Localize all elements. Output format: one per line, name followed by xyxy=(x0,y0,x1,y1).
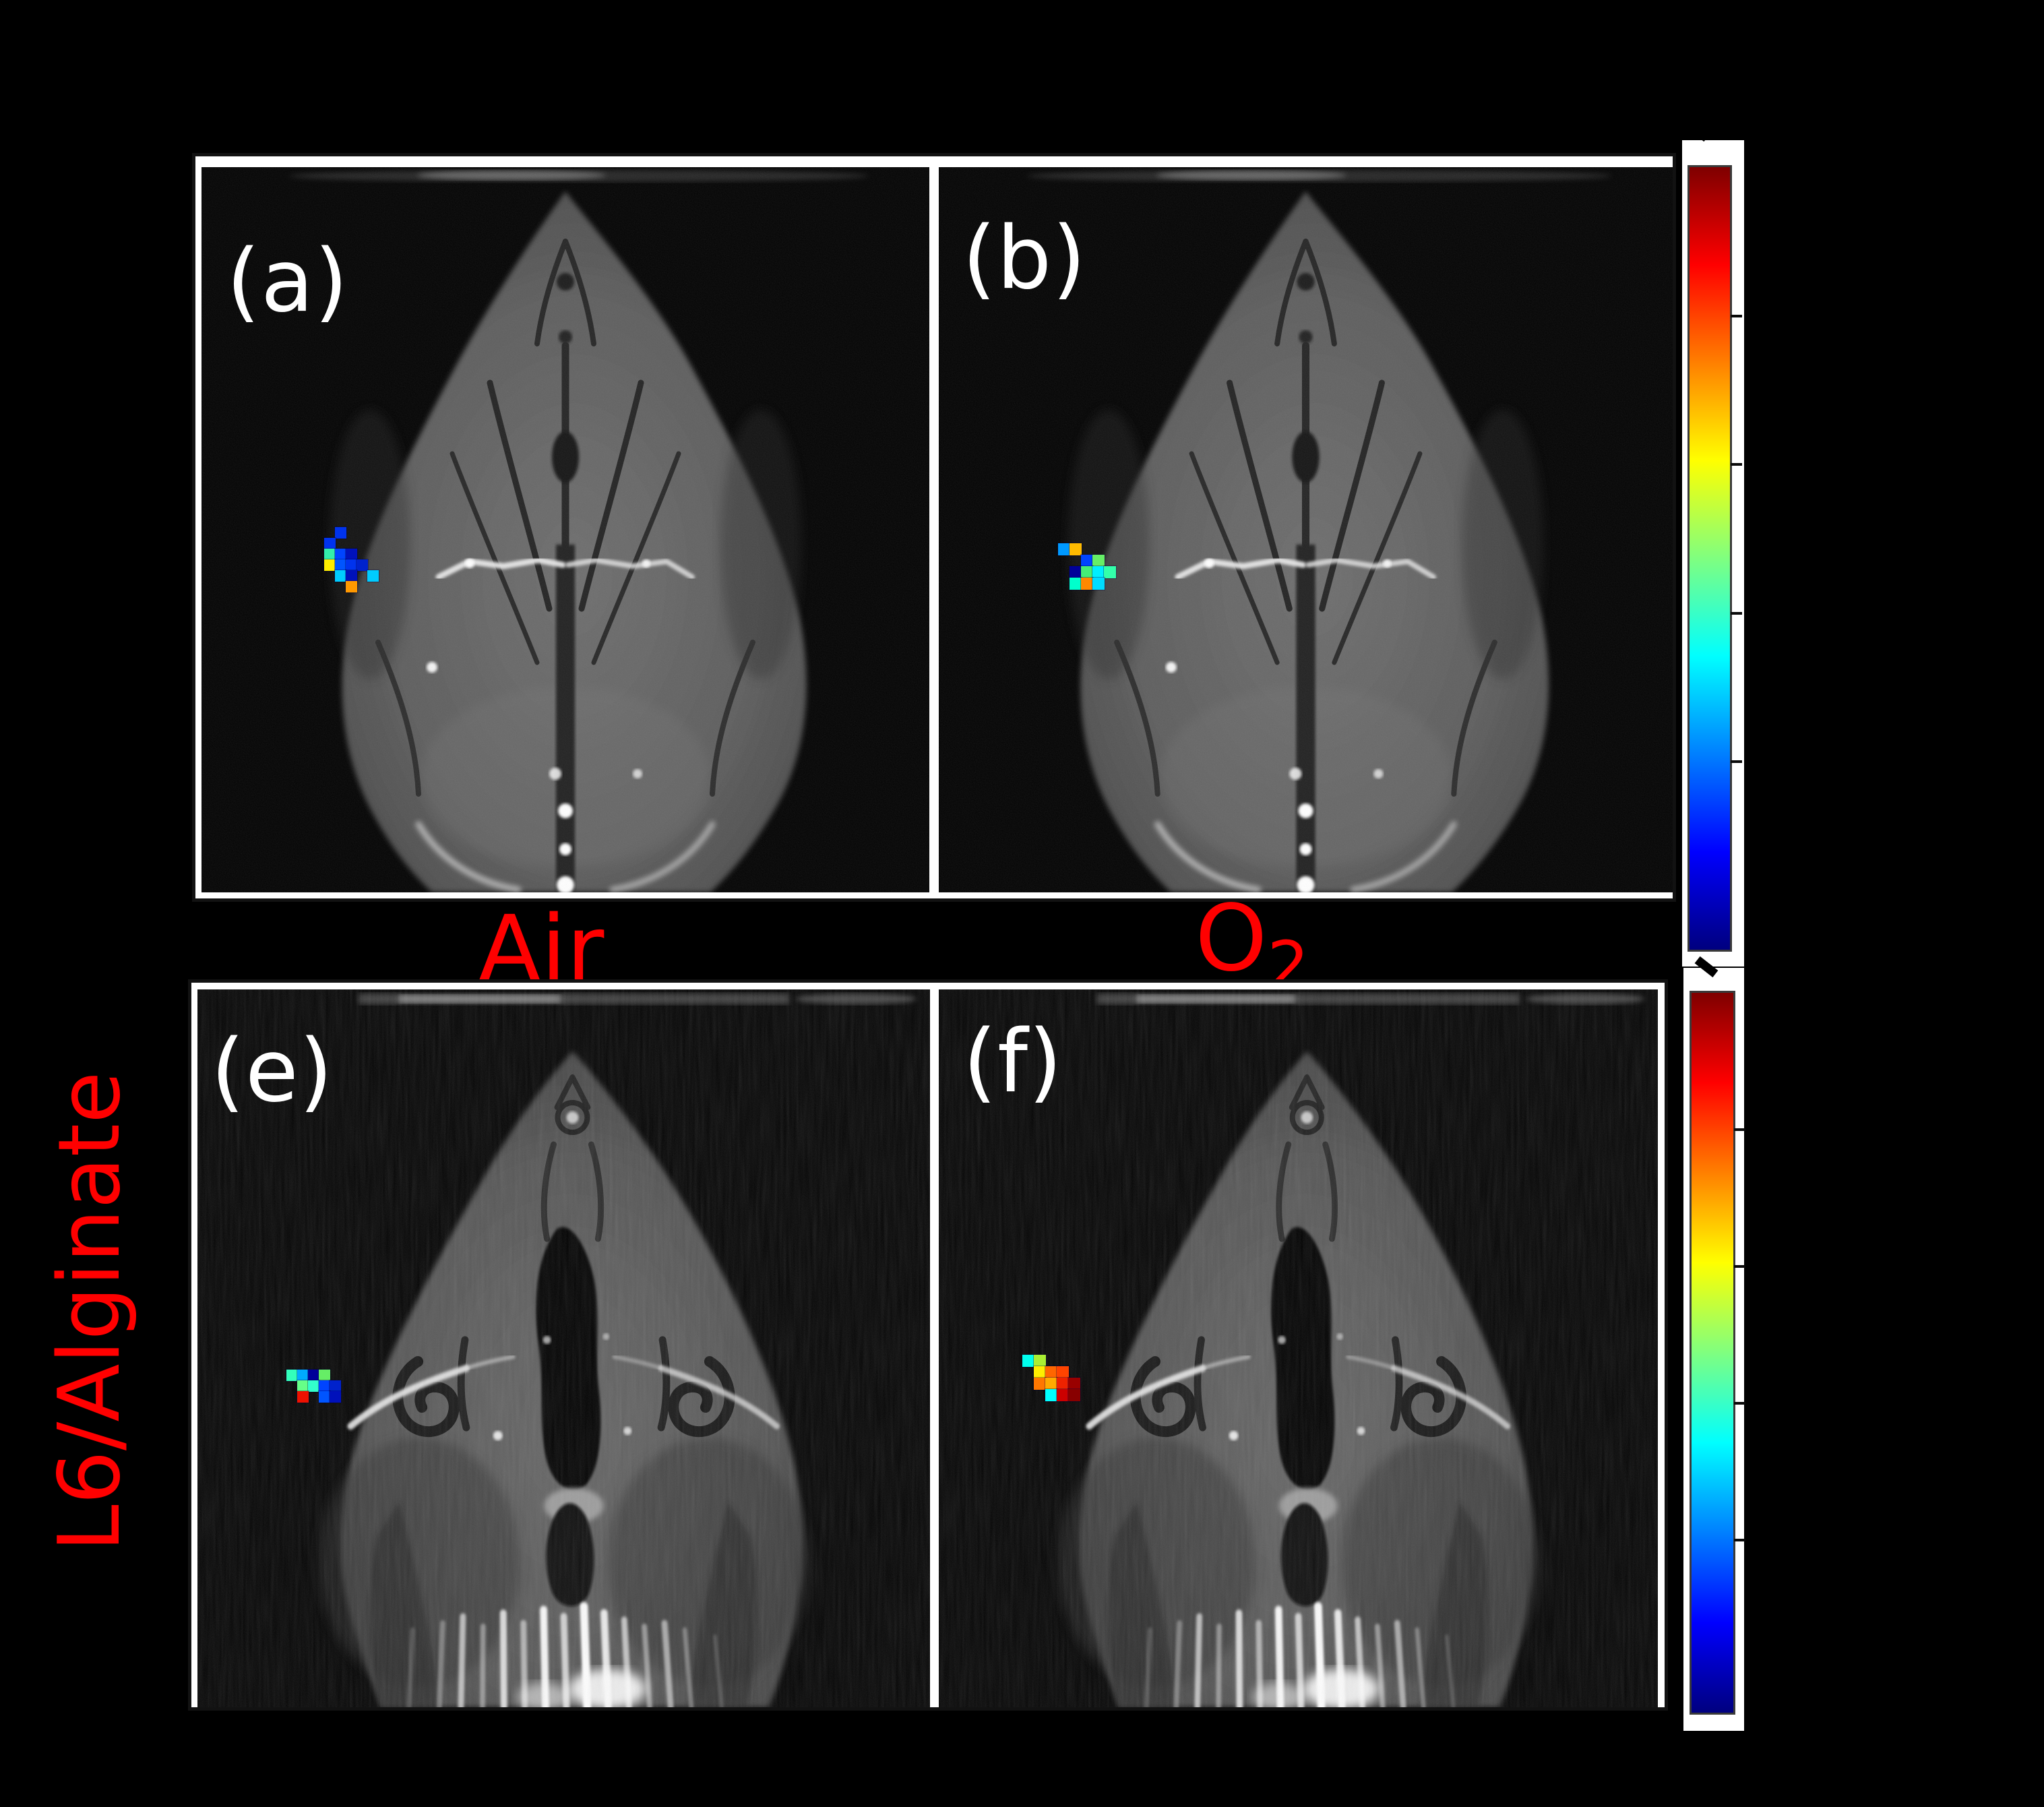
po2-pixel xyxy=(286,1369,299,1382)
po2-pixel xyxy=(323,559,336,572)
colorbar-top-clipped-mark xyxy=(1685,120,1710,142)
po2-pixel xyxy=(318,1380,331,1392)
po2-pixel xyxy=(334,526,347,539)
colorbar-tick xyxy=(1731,760,1742,764)
po2-pixel xyxy=(297,1380,309,1392)
po2-pixel xyxy=(1057,543,1071,556)
po2-map-overlay xyxy=(197,989,930,1707)
po2-map-overlay xyxy=(202,167,929,892)
po2-pixel xyxy=(318,1369,331,1382)
mri-panel-b: (b) xyxy=(939,167,1673,892)
mri-panel-a: (a) xyxy=(202,167,929,892)
po2-pixel xyxy=(1045,1366,1058,1379)
po2-pixel xyxy=(367,570,379,582)
po2-pixel xyxy=(1022,1354,1035,1368)
po2-pixel xyxy=(1067,1388,1081,1402)
po2-pixel xyxy=(345,548,358,561)
colorbar-tick xyxy=(1734,1538,1745,1541)
colorbar-top-strip xyxy=(1682,140,1744,967)
po2-pixel xyxy=(297,1369,309,1382)
po2-pixel xyxy=(1080,554,1094,568)
po2-pixel xyxy=(329,1390,342,1403)
po2-pixel xyxy=(318,1390,331,1403)
po2-pixel xyxy=(345,570,358,582)
po2-pixel xyxy=(1103,565,1117,579)
po2-map-overlay xyxy=(939,989,1658,1707)
mri-panel-e: (e) xyxy=(197,989,930,1707)
colorbar-tick xyxy=(1731,611,1742,615)
po2-pixel xyxy=(334,548,347,561)
po2-pixel xyxy=(1045,1388,1058,1402)
po2-pixel xyxy=(1092,577,1105,590)
panel-label-a: (a) xyxy=(226,231,349,332)
po2-map-overlay xyxy=(939,167,1673,892)
po2-pixel xyxy=(345,580,358,593)
po2-pixel xyxy=(356,559,369,572)
panel-label-f: (f) xyxy=(963,1012,1063,1112)
po2-pixel xyxy=(334,570,347,582)
row-label-l6-alginate: L6/Alginate xyxy=(40,1071,139,1552)
po2-pixel xyxy=(1056,1366,1070,1379)
po2-pixel xyxy=(1056,1388,1070,1402)
po2-pixel xyxy=(307,1369,320,1382)
po2-pixel xyxy=(1033,1366,1047,1379)
colorbar-tick xyxy=(1731,314,1742,317)
po2-pixel xyxy=(297,1390,309,1403)
po2-pixel xyxy=(329,1380,342,1392)
po2-pixel xyxy=(323,548,336,561)
mri-panel-f: (f) xyxy=(939,989,1658,1707)
po2-pixel xyxy=(1045,1377,1058,1390)
colorbar-tick xyxy=(1731,463,1742,466)
air-text: Air xyxy=(478,896,605,1003)
panel-label-e: (e) xyxy=(211,1021,334,1122)
po2-pixel xyxy=(334,559,347,572)
po2-pixel xyxy=(1092,554,1105,568)
po2-pixel xyxy=(1069,543,1082,556)
colorbar-top-jet-gradient xyxy=(1687,165,1742,952)
colorbar-tick xyxy=(1734,1401,1745,1405)
po2-pixel xyxy=(1056,1377,1070,1390)
colorbar-tick xyxy=(1734,1128,1745,1131)
colorbar-tick xyxy=(1734,1264,1745,1268)
po2-pixel xyxy=(1069,577,1082,590)
column-label-air: Air xyxy=(478,904,605,996)
panel-label-b: (b) xyxy=(962,208,1087,309)
po2-pixel xyxy=(1069,565,1082,579)
po2-pixel xyxy=(1067,1377,1081,1390)
po2-pixel xyxy=(323,537,336,550)
po2-pixel xyxy=(307,1380,320,1392)
po2-pixel xyxy=(1092,565,1105,579)
colorbar-bottom-jet-gradient xyxy=(1690,991,1745,1715)
po2-pixel xyxy=(1033,1377,1047,1390)
po2-pixel xyxy=(1080,577,1094,590)
column-label-o2: O2 xyxy=(1195,893,1309,999)
o2-base-text: O xyxy=(1195,886,1268,992)
colorbar-bottom-strip xyxy=(1683,968,1745,1731)
po2-pixel xyxy=(1033,1354,1047,1368)
po2-pixel xyxy=(1080,565,1094,579)
po2-pixel xyxy=(345,559,358,572)
